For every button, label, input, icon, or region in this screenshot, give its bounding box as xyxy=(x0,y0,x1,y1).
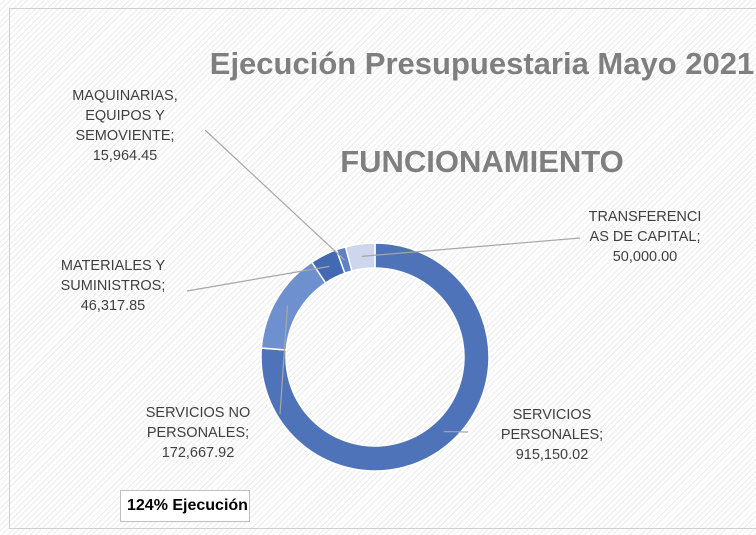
leader-line xyxy=(361,237,581,257)
label-separator: ; xyxy=(245,425,250,441)
label-category: MATERIALES Y SUMINISTROS xyxy=(60,258,166,294)
label-category: SERVICIOS PERSONALES xyxy=(500,407,600,443)
label-separator: ; xyxy=(696,229,701,245)
donut-slice xyxy=(260,242,490,472)
label-value: 172,667.92 xyxy=(161,445,235,461)
leader-line xyxy=(204,129,346,261)
label-separator: ; xyxy=(599,427,604,443)
label-value: 15,964.45 xyxy=(92,148,158,164)
label-category: SERVICIOS NO PERSONALES xyxy=(145,405,251,441)
leader-line xyxy=(186,265,330,292)
data-label: MATERIALES Y SUMINISTROS; 46,317.85 xyxy=(38,256,188,316)
donut-slice xyxy=(344,242,376,272)
chart-subtitle: FUNCIONAMIENTO xyxy=(340,144,624,179)
label-separator: ; xyxy=(170,128,175,144)
data-label: MAQUINARIAS, EQUIPOS Y SEMOVIENTE; 15,96… xyxy=(50,86,200,166)
donut-slice xyxy=(260,261,327,351)
label-value: 915,150.02 xyxy=(515,447,589,463)
data-label: TRANSFERENCIAS DE CAPITAL; 50,000.00 xyxy=(584,207,706,267)
data-label: SERVICIOS NO PERSONALES; 172,667.92 xyxy=(122,403,274,463)
label-category: TRANSFERENCIAS DE CAPITAL xyxy=(588,209,702,245)
label-value: 50,000.00 xyxy=(612,249,678,265)
annotation: 124% Ejecución xyxy=(120,490,250,522)
chart-frame xyxy=(9,8,756,529)
leader-line xyxy=(279,305,289,415)
chart-title: Ejecución Presupuestaria Mayo 2021 xyxy=(209,46,755,81)
label-value: 46,317.85 xyxy=(80,298,146,314)
data-label: SERVICIOS PERSONALES; 915,150.02 xyxy=(482,405,622,465)
label-separator: ; xyxy=(161,278,166,294)
label-category: MAQUINARIAS, EQUIPOS Y SEMOVIENTE xyxy=(72,88,178,144)
